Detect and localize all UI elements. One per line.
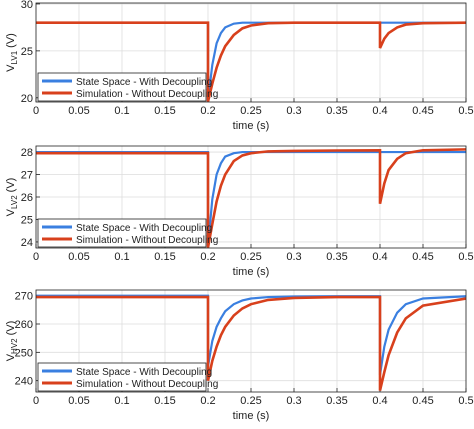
y-axis-label: VLV2 (V)	[5, 178, 19, 217]
y-label-main: V	[5, 353, 17, 361]
data-line	[36, 21, 466, 101]
y-tick-label: 20	[21, 93, 33, 105]
x-tick-label: 0	[33, 251, 39, 263]
axes-frame	[35, 145, 467, 249]
y-axis-label: VLV1 (V)	[5, 33, 19, 72]
legend-box	[37, 218, 207, 248]
legend-label: Simulation - Without Decoupling	[76, 235, 218, 246]
x-axis-label: time (s)	[233, 266, 270, 278]
x-tick-label: 0.35	[326, 251, 347, 263]
data-line	[36, 294, 466, 376]
y-tick-label: 30	[21, 0, 33, 11]
x-tick-label: 0.05	[68, 251, 89, 263]
x-tick-label: 0.5	[458, 105, 473, 117]
x-axis-label: time (s)	[233, 120, 270, 132]
x-tick-label: 0.05	[68, 105, 89, 117]
y-tick-label: 27	[21, 170, 33, 182]
y-label-sub: LV2	[10, 195, 19, 209]
legend-box	[37, 362, 207, 392]
y-tick-label: 24	[21, 237, 33, 249]
x-tick-label: 0	[33, 395, 39, 407]
x-tick-label: 0.25	[240, 251, 261, 263]
x-tick-label: 0.1	[114, 105, 129, 117]
y-tick-label: 28	[21, 147, 33, 159]
x-tick-label: 0.3	[286, 395, 301, 407]
legend-label: State Space - With Decoupling	[76, 367, 212, 378]
legend-label: State Space - With Decoupling	[76, 77, 212, 88]
y-tick-label: 260	[15, 319, 33, 331]
x-tick-label: 0.2	[200, 105, 215, 117]
y-tick-label: 25	[21, 214, 33, 226]
x-tick-label: 0.4	[372, 105, 387, 117]
y-tick-label: 270	[15, 291, 33, 303]
x-tick-label: 0	[33, 105, 39, 117]
y-tick-label: 240	[15, 376, 33, 388]
x-tick-label: 0.45	[412, 105, 433, 117]
y-tick-label: 25	[21, 46, 33, 58]
x-axis-label: time (s)	[233, 410, 270, 422]
x-tick-label: 0.5	[458, 395, 473, 407]
y-label-main: V	[5, 208, 17, 216]
y-axis-label: VHV2 (V)	[5, 321, 19, 362]
legend-label: State Space - With Decoupling	[76, 223, 212, 234]
x-tick-label: 0.15	[154, 395, 175, 407]
data-line	[36, 295, 466, 391]
data-line	[36, 21, 466, 102]
x-tick-label: 0.25	[240, 105, 261, 117]
y-label-unit: (V)	[5, 321, 17, 336]
x-tick-label: 0.5	[458, 251, 473, 263]
y-tick-label: 26	[21, 192, 33, 204]
x-tick-label: 0.3	[286, 251, 301, 263]
x-tick-label: 0.2	[200, 251, 215, 263]
x-tick-label: 0.1	[114, 251, 129, 263]
x-tick-label: 0.45	[412, 251, 433, 263]
x-tick-label: 0.05	[68, 395, 89, 407]
y-label-main: V	[5, 64, 17, 72]
x-tick-label: 0.15	[154, 105, 175, 117]
x-tick-label: 0.15	[154, 251, 175, 263]
x-tick-label: 0.4	[372, 395, 387, 407]
axes-frame	[35, 289, 467, 393]
x-tick-label: 0.35	[326, 395, 347, 407]
axes-frame	[35, 2, 467, 103]
data-line	[36, 148, 466, 248]
x-tick-label: 0.3	[286, 105, 301, 117]
subplot: 0 0.05 0.1 0.15 0.2 0.25 0.3 0.35 0.4 0.45 0.5 240 2…	[5, 289, 474, 422]
x-tick-label: 0.2	[200, 395, 215, 407]
x-tick-label: 0.25	[240, 395, 261, 407]
y-label-unit: (V)	[5, 178, 17, 193]
subplot: 0 0.05 0.1 0.15 0.2 0.25 0.3 0.35 0.4 0.45 0.5 24 25…	[5, 145, 474, 278]
x-tick-label: 0.1	[114, 395, 129, 407]
legend-label: Simulation - Without Decoupling	[76, 89, 218, 100]
y-label-unit: (V)	[5, 33, 17, 48]
y-label-sub: HV2	[10, 338, 19, 354]
x-tick-label: 0.4	[372, 251, 387, 263]
subplot: 0 0.05 0.1 0.15 0.2 0.25 0.3 0.35 0.4 0.45 0.5 20 25…	[5, 0, 474, 132]
y-tick-label: 250	[15, 347, 33, 359]
legend-label: Simulation - Without Decoupling	[76, 379, 218, 390]
legend-box	[37, 72, 207, 102]
x-tick-label: 0.45	[412, 395, 433, 407]
y-label-sub: LV1	[10, 50, 19, 64]
x-tick-label: 0.35	[326, 105, 347, 117]
